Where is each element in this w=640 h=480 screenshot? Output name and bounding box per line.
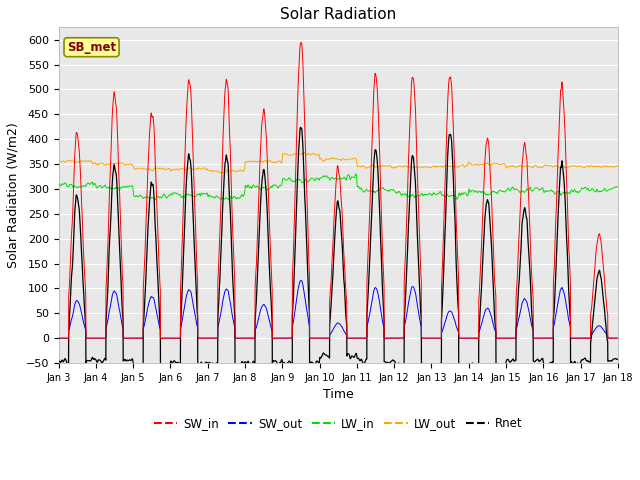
LW_in <box>317 175 325 180</box>
Line: LW_out: LW_out <box>59 153 618 173</box>
Rnet <box>317 354 325 360</box>
SW_out <box>613 336 621 341</box>
LW_in <box>225 197 233 203</box>
LW_out <box>433 164 440 170</box>
SW_out <box>317 336 325 341</box>
LW_out <box>464 162 472 168</box>
Line: Rnet: Rnet <box>59 127 618 369</box>
LW_in <box>55 181 63 187</box>
Rnet <box>156 304 163 310</box>
LW_in <box>613 184 621 190</box>
LW_out <box>317 156 325 162</box>
SW_out <box>495 336 503 341</box>
SW_in <box>55 336 63 341</box>
SW_out <box>433 336 440 341</box>
SW_out <box>614 336 621 341</box>
Rnet <box>433 362 440 368</box>
SW_in <box>463 336 471 341</box>
SW_out <box>156 322 163 328</box>
SW_in <box>317 336 325 341</box>
LW_out <box>301 150 308 156</box>
X-axis label: Time: Time <box>323 388 353 401</box>
Line: SW_in: SW_in <box>59 43 618 338</box>
LW_in <box>464 192 472 198</box>
Rnet <box>614 356 621 362</box>
Title: Solar Radiation: Solar Radiation <box>280 7 396 22</box>
Line: LW_in: LW_in <box>59 174 618 200</box>
LW_in <box>352 171 360 177</box>
Y-axis label: Solar Radiation (W/m2): Solar Radiation (W/m2) <box>7 122 20 268</box>
SW_in <box>614 336 621 341</box>
LW_out <box>221 170 228 176</box>
SW_in <box>433 336 440 341</box>
SW_out <box>55 336 63 341</box>
LW_out <box>613 163 621 169</box>
SW_in <box>495 336 503 341</box>
LW_out <box>614 163 621 169</box>
LW_out <box>495 161 503 167</box>
LW_in <box>156 194 163 200</box>
Text: SB_met: SB_met <box>67 41 116 54</box>
SW_in <box>297 40 305 46</box>
Rnet <box>463 366 471 372</box>
Rnet <box>55 358 63 364</box>
Line: SW_out: SW_out <box>59 281 618 338</box>
Rnet <box>464 366 472 372</box>
LW_in <box>433 192 440 197</box>
LW_out <box>55 158 63 164</box>
Rnet <box>495 362 503 368</box>
Rnet <box>297 124 305 130</box>
LW_in <box>614 184 621 190</box>
SW_in <box>156 263 163 268</box>
SW_out <box>297 278 305 284</box>
Rnet <box>613 357 621 362</box>
LW_out <box>156 166 163 171</box>
SW_out <box>463 336 471 341</box>
Legend: SW_in, SW_out, LW_in, LW_out, Rnet: SW_in, SW_out, LW_in, LW_out, Rnet <box>149 413 527 435</box>
SW_in <box>613 336 621 341</box>
LW_in <box>495 188 503 193</box>
